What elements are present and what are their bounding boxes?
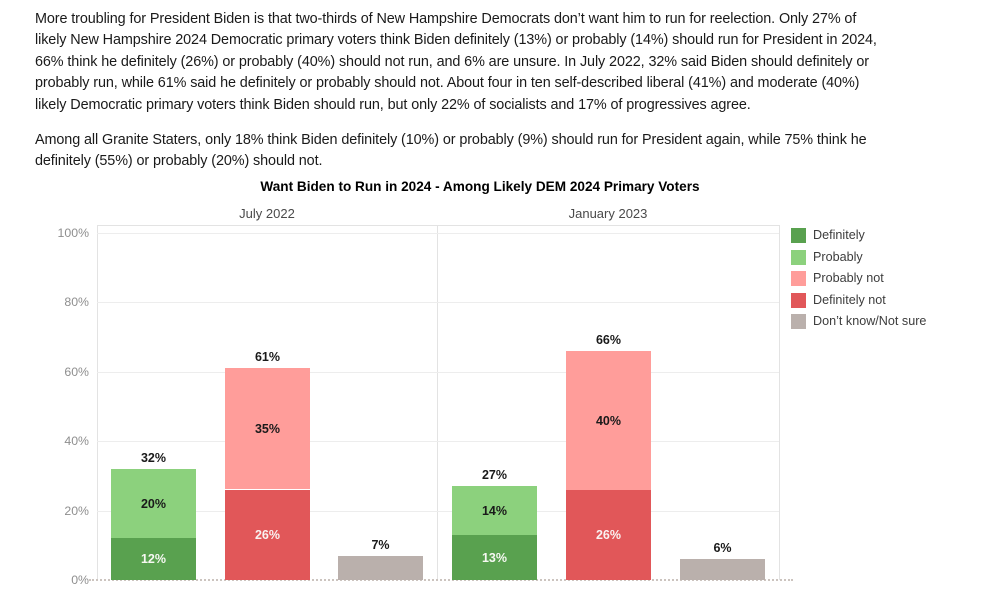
bar-segment-definitely[interactable]: 13% bbox=[452, 535, 537, 580]
y-tick-label: 0% bbox=[71, 573, 89, 587]
text-line: 66% think he definitely (26%) or probabl… bbox=[35, 53, 869, 70]
bar-segment-don-t-know-not-sure[interactable] bbox=[680, 559, 765, 580]
bar-total-label: 27% bbox=[481, 468, 508, 482]
y-tick-label: 60% bbox=[64, 365, 89, 379]
zero-baseline bbox=[89, 579, 793, 581]
legend-label-definitely[interactable]: Definitely bbox=[813, 228, 865, 242]
text-line: likely Democratic primary voters think B… bbox=[35, 96, 751, 113]
text-line: Among all Granite Staters, only 18% thin… bbox=[35, 132, 867, 149]
y-tick-label: 80% bbox=[64, 295, 89, 309]
bar-total-label: 6% bbox=[713, 541, 732, 555]
bar-total-label: 66% bbox=[595, 333, 622, 347]
bar-segment-probably-not[interactable]: 35% bbox=[225, 368, 310, 489]
panel-header-january-2023: January 2023 bbox=[568, 206, 648, 221]
plot-border-left bbox=[97, 225, 98, 580]
bar-segment-definitely-not[interactable]: 26% bbox=[225, 490, 310, 580]
bar-total-label: 7% bbox=[371, 538, 390, 552]
y-tick-label: 20% bbox=[64, 504, 89, 518]
legend-label-definitely-not[interactable]: Definitely not bbox=[813, 293, 886, 307]
legend-swatch-probably[interactable] bbox=[791, 250, 806, 265]
panel-divider bbox=[437, 225, 438, 580]
legend-swatch-don-t-know-not-sure[interactable] bbox=[791, 314, 806, 329]
gridline bbox=[97, 441, 779, 442]
y-tick-label: 100% bbox=[57, 226, 89, 240]
plot-border-right bbox=[779, 225, 780, 580]
paragraph-1: More troubling for President Biden is th… bbox=[35, 9, 877, 116]
chart-title: Want Biden to Run in 2024 - Among Likely… bbox=[260, 179, 700, 194]
legend-swatch-probably-not[interactable] bbox=[791, 271, 806, 286]
y-tick-label: 40% bbox=[64, 434, 89, 448]
text-line: probably run, while 61% said he definite… bbox=[35, 75, 860, 92]
legend-label-probably-not[interactable]: Probably not bbox=[813, 271, 884, 285]
bar-segment-don-t-know-not-sure[interactable] bbox=[338, 556, 423, 580]
bar-total-label: 61% bbox=[254, 350, 281, 364]
bar-segment-definitely[interactable]: 12% bbox=[111, 538, 196, 580]
plot-border-top bbox=[97, 225, 779, 226]
bar-total-label: 32% bbox=[140, 451, 167, 465]
legend-label-don-t-know-not-sure[interactable]: Don’t know/Not sure bbox=[813, 314, 927, 328]
panel-header-july-2022: July 2022 bbox=[239, 206, 295, 221]
bar-segment-probably-not[interactable]: 40% bbox=[566, 351, 651, 490]
paragraph-2: Among all Granite Staters, only 18% thin… bbox=[35, 130, 877, 173]
text-line: likely New Hampshire 2024 Democratic pri… bbox=[35, 32, 877, 49]
text-line: definitely (55%) or probably (20%) shoul… bbox=[35, 153, 323, 170]
legend-label-probably[interactable]: Probably bbox=[813, 250, 863, 264]
gridline bbox=[97, 372, 779, 373]
gridline bbox=[97, 233, 779, 234]
bar-segment-definitely-not[interactable]: 26% bbox=[566, 490, 651, 580]
bar-segment-probably[interactable]: 20% bbox=[111, 469, 196, 538]
bar-segment-probably[interactable]: 14% bbox=[452, 486, 537, 535]
legend-swatch-definitely-not[interactable] bbox=[791, 293, 806, 308]
text-line: More troubling for President Biden is th… bbox=[35, 11, 857, 27]
legend-swatch-definitely[interactable] bbox=[791, 228, 806, 243]
gridline bbox=[97, 511, 779, 512]
intro-text: More troubling for President Biden is th… bbox=[35, 9, 877, 173]
gridline bbox=[97, 302, 779, 303]
